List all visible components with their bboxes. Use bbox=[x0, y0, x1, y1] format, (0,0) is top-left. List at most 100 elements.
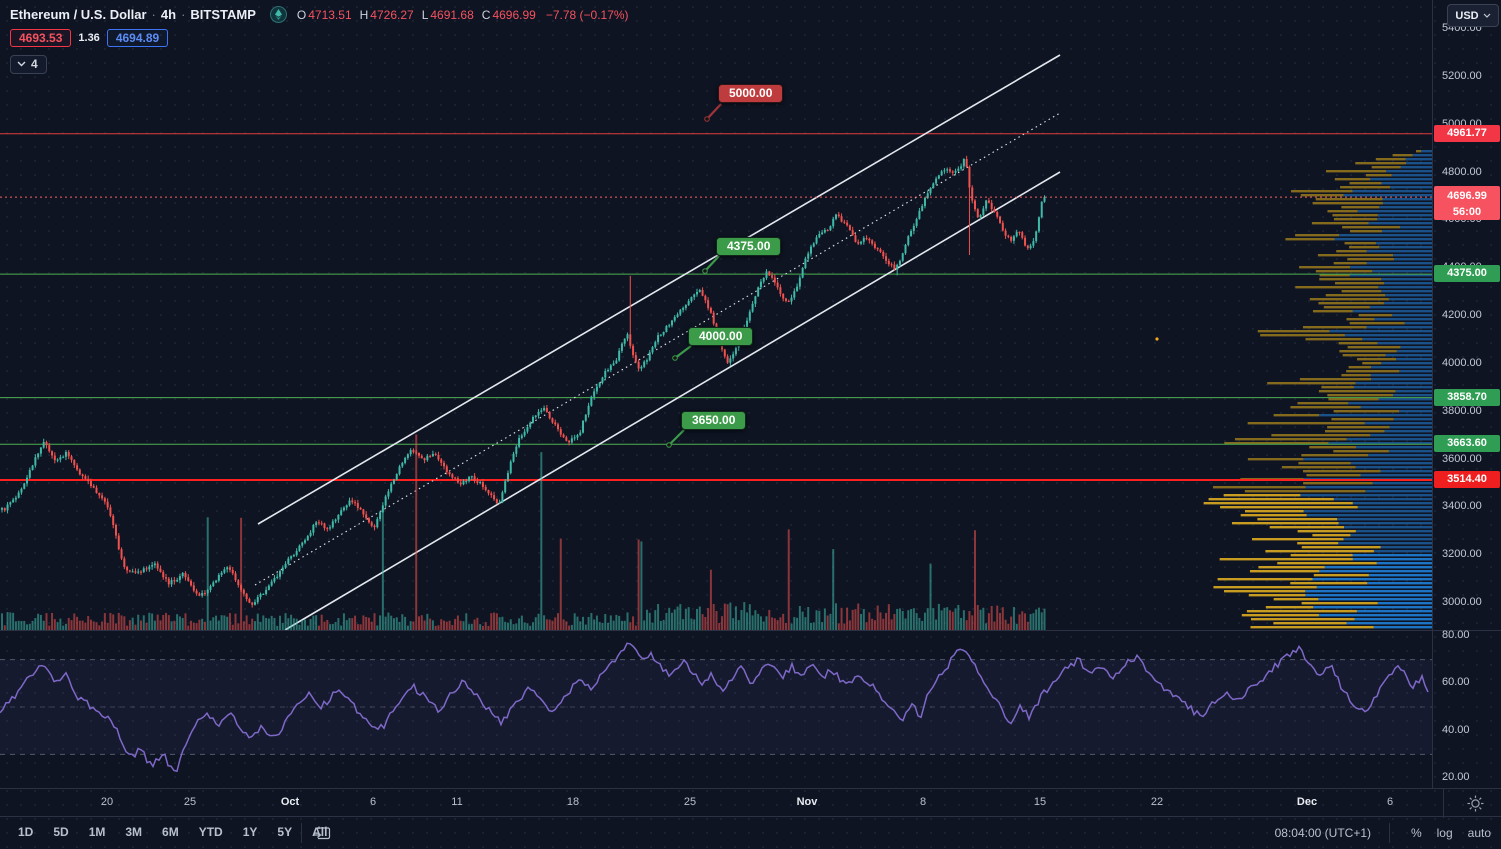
volume-profile-row bbox=[1299, 266, 1351, 269]
price-level-label: 3858.70 bbox=[1434, 388, 1500, 406]
price-scale[interactable]: USD 5400.005200.005000.004800.004600.004… bbox=[1432, 0, 1501, 788]
price-note-4375.00[interactable]: 4375.00 bbox=[716, 237, 782, 256]
volume-bar bbox=[554, 617, 557, 630]
volume-bar bbox=[990, 606, 993, 630]
candle-body bbox=[979, 215, 982, 218]
volume-bar bbox=[301, 619, 304, 630]
candle-body bbox=[643, 361, 646, 367]
range-1y-button[interactable]: 1Y bbox=[242, 825, 258, 839]
volume-bar bbox=[443, 620, 446, 630]
volume-bar bbox=[251, 618, 254, 630]
candle-body bbox=[921, 205, 924, 211]
range-1d-button[interactable]: 1D bbox=[18, 825, 34, 839]
volume-bar bbox=[184, 613, 187, 630]
percent-scale-button[interactable]: % bbox=[1410, 826, 1422, 840]
volume-bar bbox=[240, 517, 243, 630]
candle-body bbox=[501, 492, 504, 503]
price-note-4000.00[interactable]: 4000.00 bbox=[688, 327, 754, 346]
time-axis[interactable]: 20 25 Oct 6 11 18 25 Nov 8 15 22 Dec 6 bbox=[0, 788, 1501, 818]
symbol-title[interactable]: Ethereum / U.S. Dollar bbox=[10, 7, 147, 22]
volume-bar bbox=[987, 613, 990, 630]
volume-bar bbox=[3, 625, 6, 630]
channel-lower-line[interactable] bbox=[284, 171, 1061, 631]
volume-bar bbox=[876, 605, 879, 630]
log-scale-button[interactable]: log bbox=[1436, 826, 1453, 840]
candle-body bbox=[734, 347, 737, 355]
interval-label[interactable]: 4h bbox=[160, 7, 177, 22]
volume-bar bbox=[673, 609, 676, 630]
volume-bar bbox=[879, 612, 882, 630]
candle-body bbox=[579, 432, 582, 436]
volume-profile-row bbox=[1241, 614, 1319, 617]
volume-profile-row bbox=[1370, 178, 1432, 181]
exchange-label[interactable]: BITSTAMP bbox=[190, 7, 256, 22]
volume-profile-row bbox=[1368, 574, 1432, 577]
volume-bar bbox=[395, 617, 398, 630]
indicators-collapse-button[interactable]: 4 bbox=[10, 55, 47, 74]
candle-body bbox=[267, 585, 270, 590]
range-5d-button[interactable]: 5D bbox=[53, 825, 69, 839]
volume-profile-row bbox=[1300, 494, 1432, 497]
volume-bar bbox=[829, 613, 832, 630]
go-to-date-button[interactable] bbox=[312, 824, 332, 842]
price-note-3650.00[interactable]: 3650.00 bbox=[681, 411, 747, 430]
rsi-line[interactable] bbox=[0, 642, 1429, 773]
candle-body bbox=[573, 437, 576, 439]
candle-body bbox=[562, 434, 565, 438]
volume-bar bbox=[370, 621, 373, 630]
volume-profile-row bbox=[1313, 574, 1369, 577]
volume-profile-row bbox=[1393, 418, 1432, 421]
session-clock[interactable]: 08:04:00 (UTC+1) bbox=[1274, 826, 1371, 840]
range-5y-button[interactable]: 5Y bbox=[277, 825, 293, 839]
volume-bar bbox=[431, 620, 434, 630]
volume-bar bbox=[367, 617, 370, 630]
volume-bar bbox=[354, 615, 357, 630]
volume-bar bbox=[451, 624, 454, 630]
volume-profile-row bbox=[1364, 422, 1432, 425]
candle-body bbox=[209, 586, 212, 590]
volume-bar bbox=[812, 622, 815, 630]
range-6m-button[interactable]: 6M bbox=[162, 825, 179, 839]
price-note-5000.00[interactable]: 5000.00 bbox=[718, 84, 784, 103]
volume-bar bbox=[637, 539, 640, 630]
candle-body bbox=[762, 277, 765, 282]
rsi-tick: 60.00 bbox=[1442, 676, 1470, 689]
volume-profile-row bbox=[1260, 334, 1345, 337]
candle-body bbox=[443, 462, 446, 467]
pane-separator[interactable] bbox=[0, 630, 1501, 631]
auto-scale-button[interactable]: auto bbox=[1467, 826, 1491, 840]
volume-bar bbox=[910, 609, 913, 630]
volume-profile-row bbox=[1318, 302, 1384, 305]
candle-body bbox=[954, 170, 957, 173]
channel-upper-line[interactable] bbox=[257, 54, 1061, 525]
chart-canvas[interactable] bbox=[0, 0, 1432, 788]
candle-body bbox=[190, 580, 193, 586]
spread-value: 1.36 bbox=[78, 32, 100, 44]
candle-body bbox=[290, 556, 293, 559]
candle-body bbox=[787, 300, 790, 302]
currency-dropdown[interactable]: USD bbox=[1447, 4, 1499, 27]
candle-body bbox=[465, 481, 468, 483]
volume-profile-row bbox=[1372, 482, 1432, 485]
candle-body bbox=[807, 253, 810, 259]
volume-bar bbox=[512, 624, 515, 630]
sell-button[interactable]: 4693.53 bbox=[10, 29, 72, 47]
volume-profile-row bbox=[1368, 454, 1432, 457]
candle-body bbox=[459, 482, 462, 485]
orange-marker-dot bbox=[1155, 337, 1159, 341]
buy-button[interactable]: 4694.89 bbox=[106, 29, 169, 47]
volume-bar bbox=[209, 620, 212, 630]
volume-bar bbox=[531, 622, 534, 630]
candle-body bbox=[493, 495, 496, 500]
volume-profile-row bbox=[1385, 354, 1432, 357]
volume-bar bbox=[142, 615, 145, 630]
axis-settings-sun-icon[interactable] bbox=[1465, 793, 1486, 814]
range-1m-button[interactable]: 1M bbox=[88, 825, 106, 839]
chevron-down-icon bbox=[17, 61, 26, 67]
channel-middle-line[interactable] bbox=[254, 112, 1061, 586]
candle-body bbox=[103, 498, 106, 502]
volume-bar bbox=[62, 625, 65, 630]
range-3m-button[interactable]: 3M bbox=[125, 825, 143, 839]
volume-bar bbox=[248, 624, 251, 630]
range-ytd-button[interactable]: YTD bbox=[198, 825, 223, 839]
